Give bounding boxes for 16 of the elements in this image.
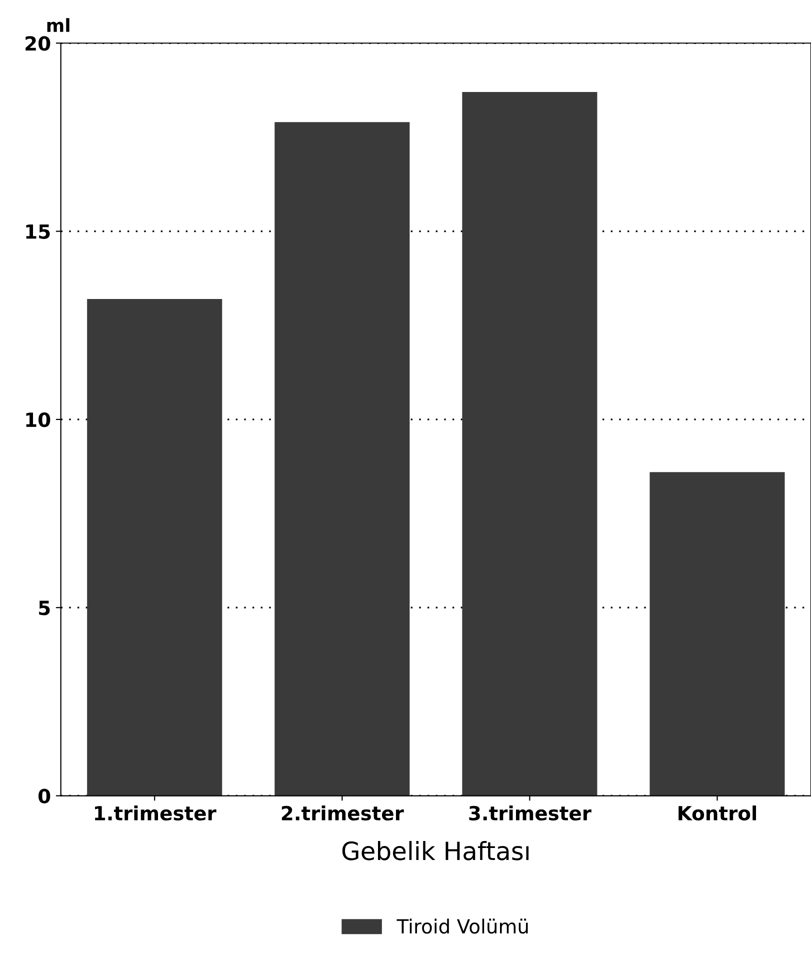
x-axis-title: Gebelik Haftası xyxy=(342,840,529,860)
x-tick-label: Kontrol xyxy=(678,805,756,821)
bar xyxy=(650,472,785,796)
bar xyxy=(274,122,410,796)
y-tick-label: 10 xyxy=(26,412,50,428)
y-tick-label: 5 xyxy=(39,600,50,616)
bar xyxy=(87,299,222,796)
x-tick-label: 3.trimester xyxy=(469,805,592,821)
y-axis-title: ml xyxy=(47,18,70,32)
y-tick-label: 15 xyxy=(26,224,50,239)
legend-label: Tiroid Volümü xyxy=(396,918,528,934)
x-tick-label: 1.trimester xyxy=(95,805,216,821)
bar xyxy=(462,92,598,796)
y-tick-label: 20 xyxy=(26,36,50,51)
y-tick-label: 0 xyxy=(38,788,50,804)
x-tick-label: 2.trimester xyxy=(282,805,404,821)
